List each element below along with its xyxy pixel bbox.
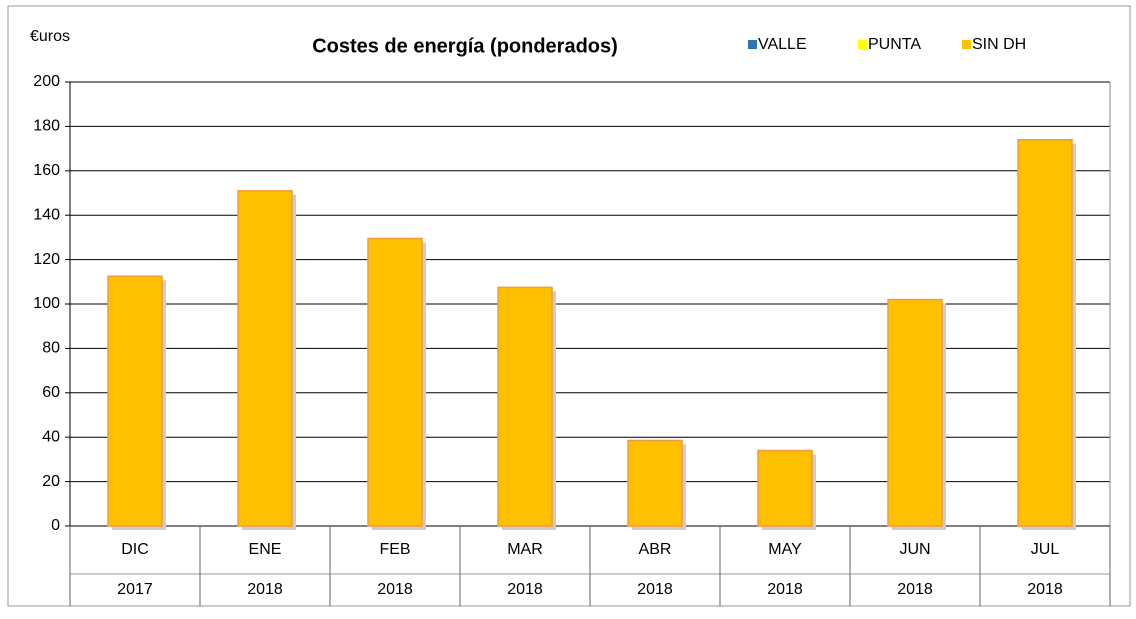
bar xyxy=(887,298,943,527)
y-tick-label: 40 xyxy=(42,428,60,445)
y-tick-label: 0 xyxy=(51,517,60,534)
x-tick-year: 2018 xyxy=(247,581,283,598)
y-tick-label: 100 xyxy=(33,295,60,312)
bar xyxy=(497,286,553,527)
x-tick-year: 2018 xyxy=(767,581,803,598)
x-tick-label: JUN xyxy=(899,541,930,558)
y-tick-label: 180 xyxy=(33,118,60,135)
x-tick-label: ABR xyxy=(639,541,672,558)
bar xyxy=(627,439,683,527)
y-tick-label: 20 xyxy=(42,473,60,490)
x-tick-label: MAY xyxy=(768,541,802,558)
x-tick-year: 2017 xyxy=(117,581,153,598)
bar xyxy=(757,449,813,527)
bar xyxy=(367,237,423,527)
x-tick-year: 2018 xyxy=(897,581,933,598)
x-tick-year: 2018 xyxy=(507,581,543,598)
x-tick-year: 2018 xyxy=(637,581,673,598)
y-tick-label: 80 xyxy=(42,340,60,357)
x-tick-label: ENE xyxy=(249,541,282,558)
legend-label: SIN DH xyxy=(972,36,1026,53)
y-tick-label: 120 xyxy=(33,251,60,268)
chart-frame xyxy=(7,5,1131,607)
bar xyxy=(107,275,163,527)
x-tick-label: JUL xyxy=(1031,541,1060,558)
x-tick-label: FEB xyxy=(379,541,410,558)
chart-title: Costes de energía (ponderados) xyxy=(312,35,618,57)
x-tick-year: 2018 xyxy=(1027,581,1063,598)
y-tick-label: 140 xyxy=(33,206,60,223)
y-tick-label: 160 xyxy=(33,162,60,179)
legend-label: PUNTA xyxy=(868,36,921,53)
legend-label: VALLE xyxy=(758,36,807,53)
y-axis-label: €uros xyxy=(30,28,70,45)
x-tick-label: MAR xyxy=(507,541,543,558)
bar xyxy=(1017,138,1073,527)
y-tick-label: 60 xyxy=(42,384,60,401)
x-tick-year: 2018 xyxy=(377,581,413,598)
y-tick-label: 200 xyxy=(33,73,60,90)
x-tick-label: DIC xyxy=(121,541,149,558)
legend-swatch xyxy=(962,40,971,49)
legend-swatch xyxy=(748,40,757,49)
bar xyxy=(237,190,293,527)
legend-swatch xyxy=(858,40,867,49)
